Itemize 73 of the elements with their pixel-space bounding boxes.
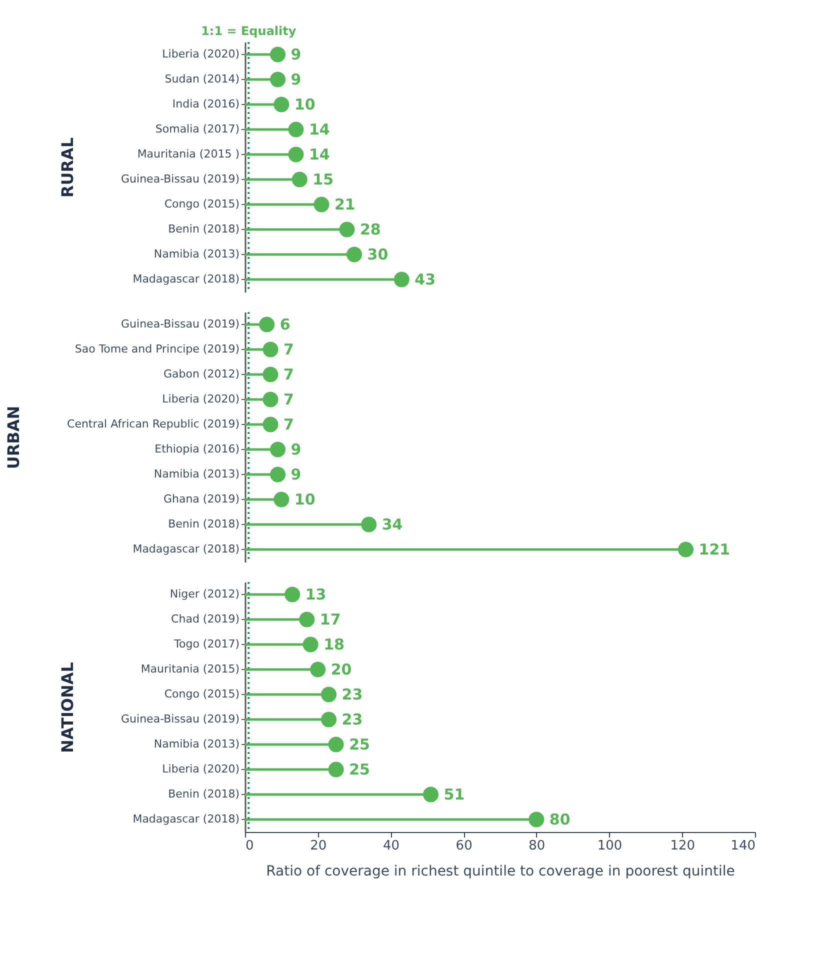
y-tick-label: Central African Republic (2019) (67, 418, 240, 430)
data-label: 80 (549, 810, 570, 828)
y-tick-label: Sudan (2014) (164, 72, 240, 86)
data-label: 10 (294, 96, 316, 114)
data-label: 20 (330, 660, 352, 678)
y-tick-label: Congo (2015) (164, 688, 240, 700)
data-label: 121 (698, 540, 730, 558)
data-label: 6 (280, 316, 290, 334)
data-label: 34 (382, 516, 403, 534)
x-tick-label: 100 (597, 838, 622, 854)
x-tick-label: 80 (528, 838, 546, 854)
data-label: 13 (305, 586, 326, 604)
y-tick-label: Liberia (2020) (162, 762, 240, 776)
y-tick-label: India (2016) (172, 98, 240, 110)
y-tick-label: Congo (2015) (164, 198, 240, 210)
y-tick-label: Guinea-Bissau (2019) (121, 712, 240, 726)
y-tick-label: Ethiopia (2016) (154, 442, 240, 456)
data-label: 30 (367, 246, 388, 264)
y-tick-label: Ghana (2019) (163, 492, 240, 506)
y-tick-label: Somalia (2017) (155, 122, 240, 136)
y-tick-label: Chad (2019) (171, 612, 240, 626)
x-axis-title: Ratio of coverage in richest quintile to coverage in poorest quintile (266, 864, 735, 880)
y-axis-title: NATIONAL (58, 662, 78, 753)
data-label: 7 (284, 416, 294, 434)
data-label: 9 (290, 46, 302, 64)
y-tick-label: Liberia (2020) (162, 392, 240, 406)
y-tick-label: Liberia (2020) (162, 48, 240, 60)
data-label: 23 (342, 710, 363, 728)
y-axis-title: RURAL (58, 137, 78, 198)
y-tick-label: Namibia (2013) (154, 248, 240, 260)
y-tick-label: Benin (2018) (168, 222, 240, 236)
data-label: 9 (290, 466, 302, 484)
y-tick-label: Namibia (2013) (154, 738, 240, 750)
y-tick-label: Mauritania (2015 ) (137, 148, 240, 160)
x-tick-label: 0 (246, 838, 254, 854)
data-label: 14 (309, 146, 330, 164)
data-label: 7 (284, 366, 294, 384)
y-tick-label: Madagascar (2018) (132, 272, 240, 286)
data-label: 7 (284, 390, 294, 408)
ref-line-label: 1:1 = Equality (201, 24, 296, 38)
y-axis-title: URBAN (4, 406, 24, 470)
y-tick-label: Benin (2018) (168, 788, 240, 800)
x-tick-label: 120 (670, 838, 696, 854)
y-tick-label: Namibia (2013) (154, 468, 240, 480)
y-tick-label: Benin (2018) (168, 518, 240, 530)
data-label: 25 (349, 736, 370, 754)
x-tick-label: 40 (382, 838, 400, 854)
data-label: 23 (342, 686, 363, 704)
data-label: 15 (312, 170, 334, 188)
data-label: 43 (414, 270, 436, 288)
data-label: 51 (444, 786, 465, 804)
data-label: 25 (349, 760, 370, 778)
x-tick-label: 20 (310, 838, 327, 854)
y-tick-label: Niger (2012) (170, 588, 240, 600)
y-tick-label: Sao Tome and Principe (2019) (74, 342, 240, 356)
data-label: 28 (360, 220, 381, 238)
x-tick-label: 140 (730, 838, 756, 854)
y-tick-label: Gabon (2012) (163, 368, 240, 380)
y-tick-label: Madagascar (2018) (132, 812, 240, 826)
x-tick-label: 60 (456, 838, 472, 854)
data-label: 21 (334, 196, 356, 214)
data-label: 7 (284, 340, 294, 358)
data-label: 10 (294, 490, 316, 508)
y-tick-label: Togo (2017) (173, 638, 240, 650)
y-tick-label: Madagascar (2018) (132, 542, 240, 556)
data-label: 18 (324, 636, 344, 654)
data-label: 14 (309, 120, 330, 138)
y-tick-label: Guinea-Bissau (2019) (121, 172, 240, 186)
y-tick-label: Guinea-Bissau (2019) (121, 318, 240, 330)
data-label: 9 (290, 440, 302, 458)
data-label: 17 (320, 610, 341, 628)
y-tick-label: Mauritania (2015) (140, 662, 240, 676)
data-label: 9 (290, 70, 302, 88)
